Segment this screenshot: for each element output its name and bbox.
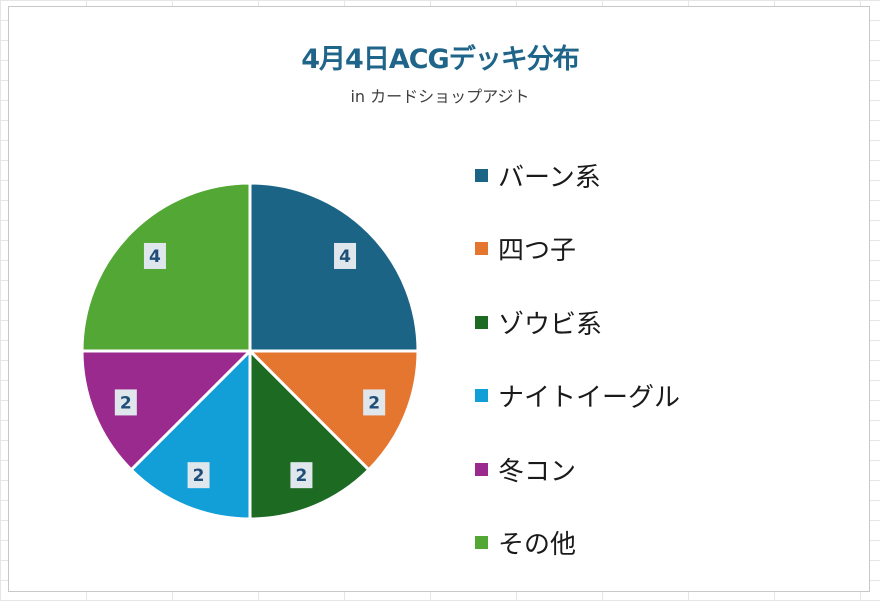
legend-label: その他 bbox=[498, 530, 577, 560]
chart-title: 4月4日ACGデッキ分布 bbox=[301, 44, 579, 75]
legend-swatch bbox=[475, 242, 488, 255]
pie-slice-4[interactable] bbox=[129, 347, 252, 521]
legend-swatch bbox=[475, 536, 488, 549]
legend-item-3: ゾウビ系 bbox=[475, 302, 602, 342]
legend-item-4: ナイトイーグル bbox=[475, 376, 680, 416]
svg-text:2: 2 bbox=[193, 466, 205, 486]
svg-text:4: 4 bbox=[149, 247, 161, 267]
data-label-5: 2 bbox=[114, 389, 137, 416]
svg-text:4: 4 bbox=[339, 247, 351, 267]
chart-area[interactable]: 4月4日ACGデッキ分布 in カードショップアジト 4 2 2 2 2 4 バーン系四つ… bbox=[8, 6, 870, 592]
data-label-6: 4 bbox=[143, 242, 166, 269]
data-label-3: 2 bbox=[290, 462, 313, 489]
data-label-4: 2 bbox=[187, 462, 210, 489]
legend-swatch bbox=[475, 168, 488, 182]
chart-subtitle: in カードショップアジト bbox=[350, 87, 530, 106]
svg-text:2: 2 bbox=[368, 393, 380, 413]
legend-swatch bbox=[475, 462, 488, 476]
data-label-2: 2 bbox=[363, 389, 386, 416]
pie-slice-6[interactable] bbox=[80, 181, 252, 353]
pie-slice-3[interactable] bbox=[248, 347, 371, 521]
legend-item-1: バーン系 bbox=[475, 155, 601, 195]
legend-swatch bbox=[475, 389, 488, 402]
pie-slice-1[interactable] bbox=[248, 181, 420, 353]
legend-label: 冬コン bbox=[498, 456, 577, 487]
legend-label: ゾウビ系 bbox=[498, 309, 603, 340]
data-label-1: 4 bbox=[334, 242, 357, 269]
legend-label: バーン系 bbox=[498, 162, 601, 193]
svg-text:2: 2 bbox=[120, 393, 132, 413]
pie-slice-5[interactable] bbox=[80, 349, 254, 472]
legend-item-6: その他 bbox=[475, 523, 576, 563]
legend-label: 四つ子 bbox=[498, 236, 577, 266]
legend-item-2: 四つ子 bbox=[475, 229, 576, 269]
pie-slice-2[interactable] bbox=[246, 349, 420, 472]
pie-chart-plot[interactable]: 4 2 2 2 2 4 bbox=[9, 7, 871, 593]
svg-text:2: 2 bbox=[296, 466, 308, 486]
legend-item-5: 冬コン bbox=[475, 449, 576, 489]
legend-label: ナイトイーグル bbox=[498, 383, 681, 413]
legend-swatch bbox=[475, 315, 488, 329]
